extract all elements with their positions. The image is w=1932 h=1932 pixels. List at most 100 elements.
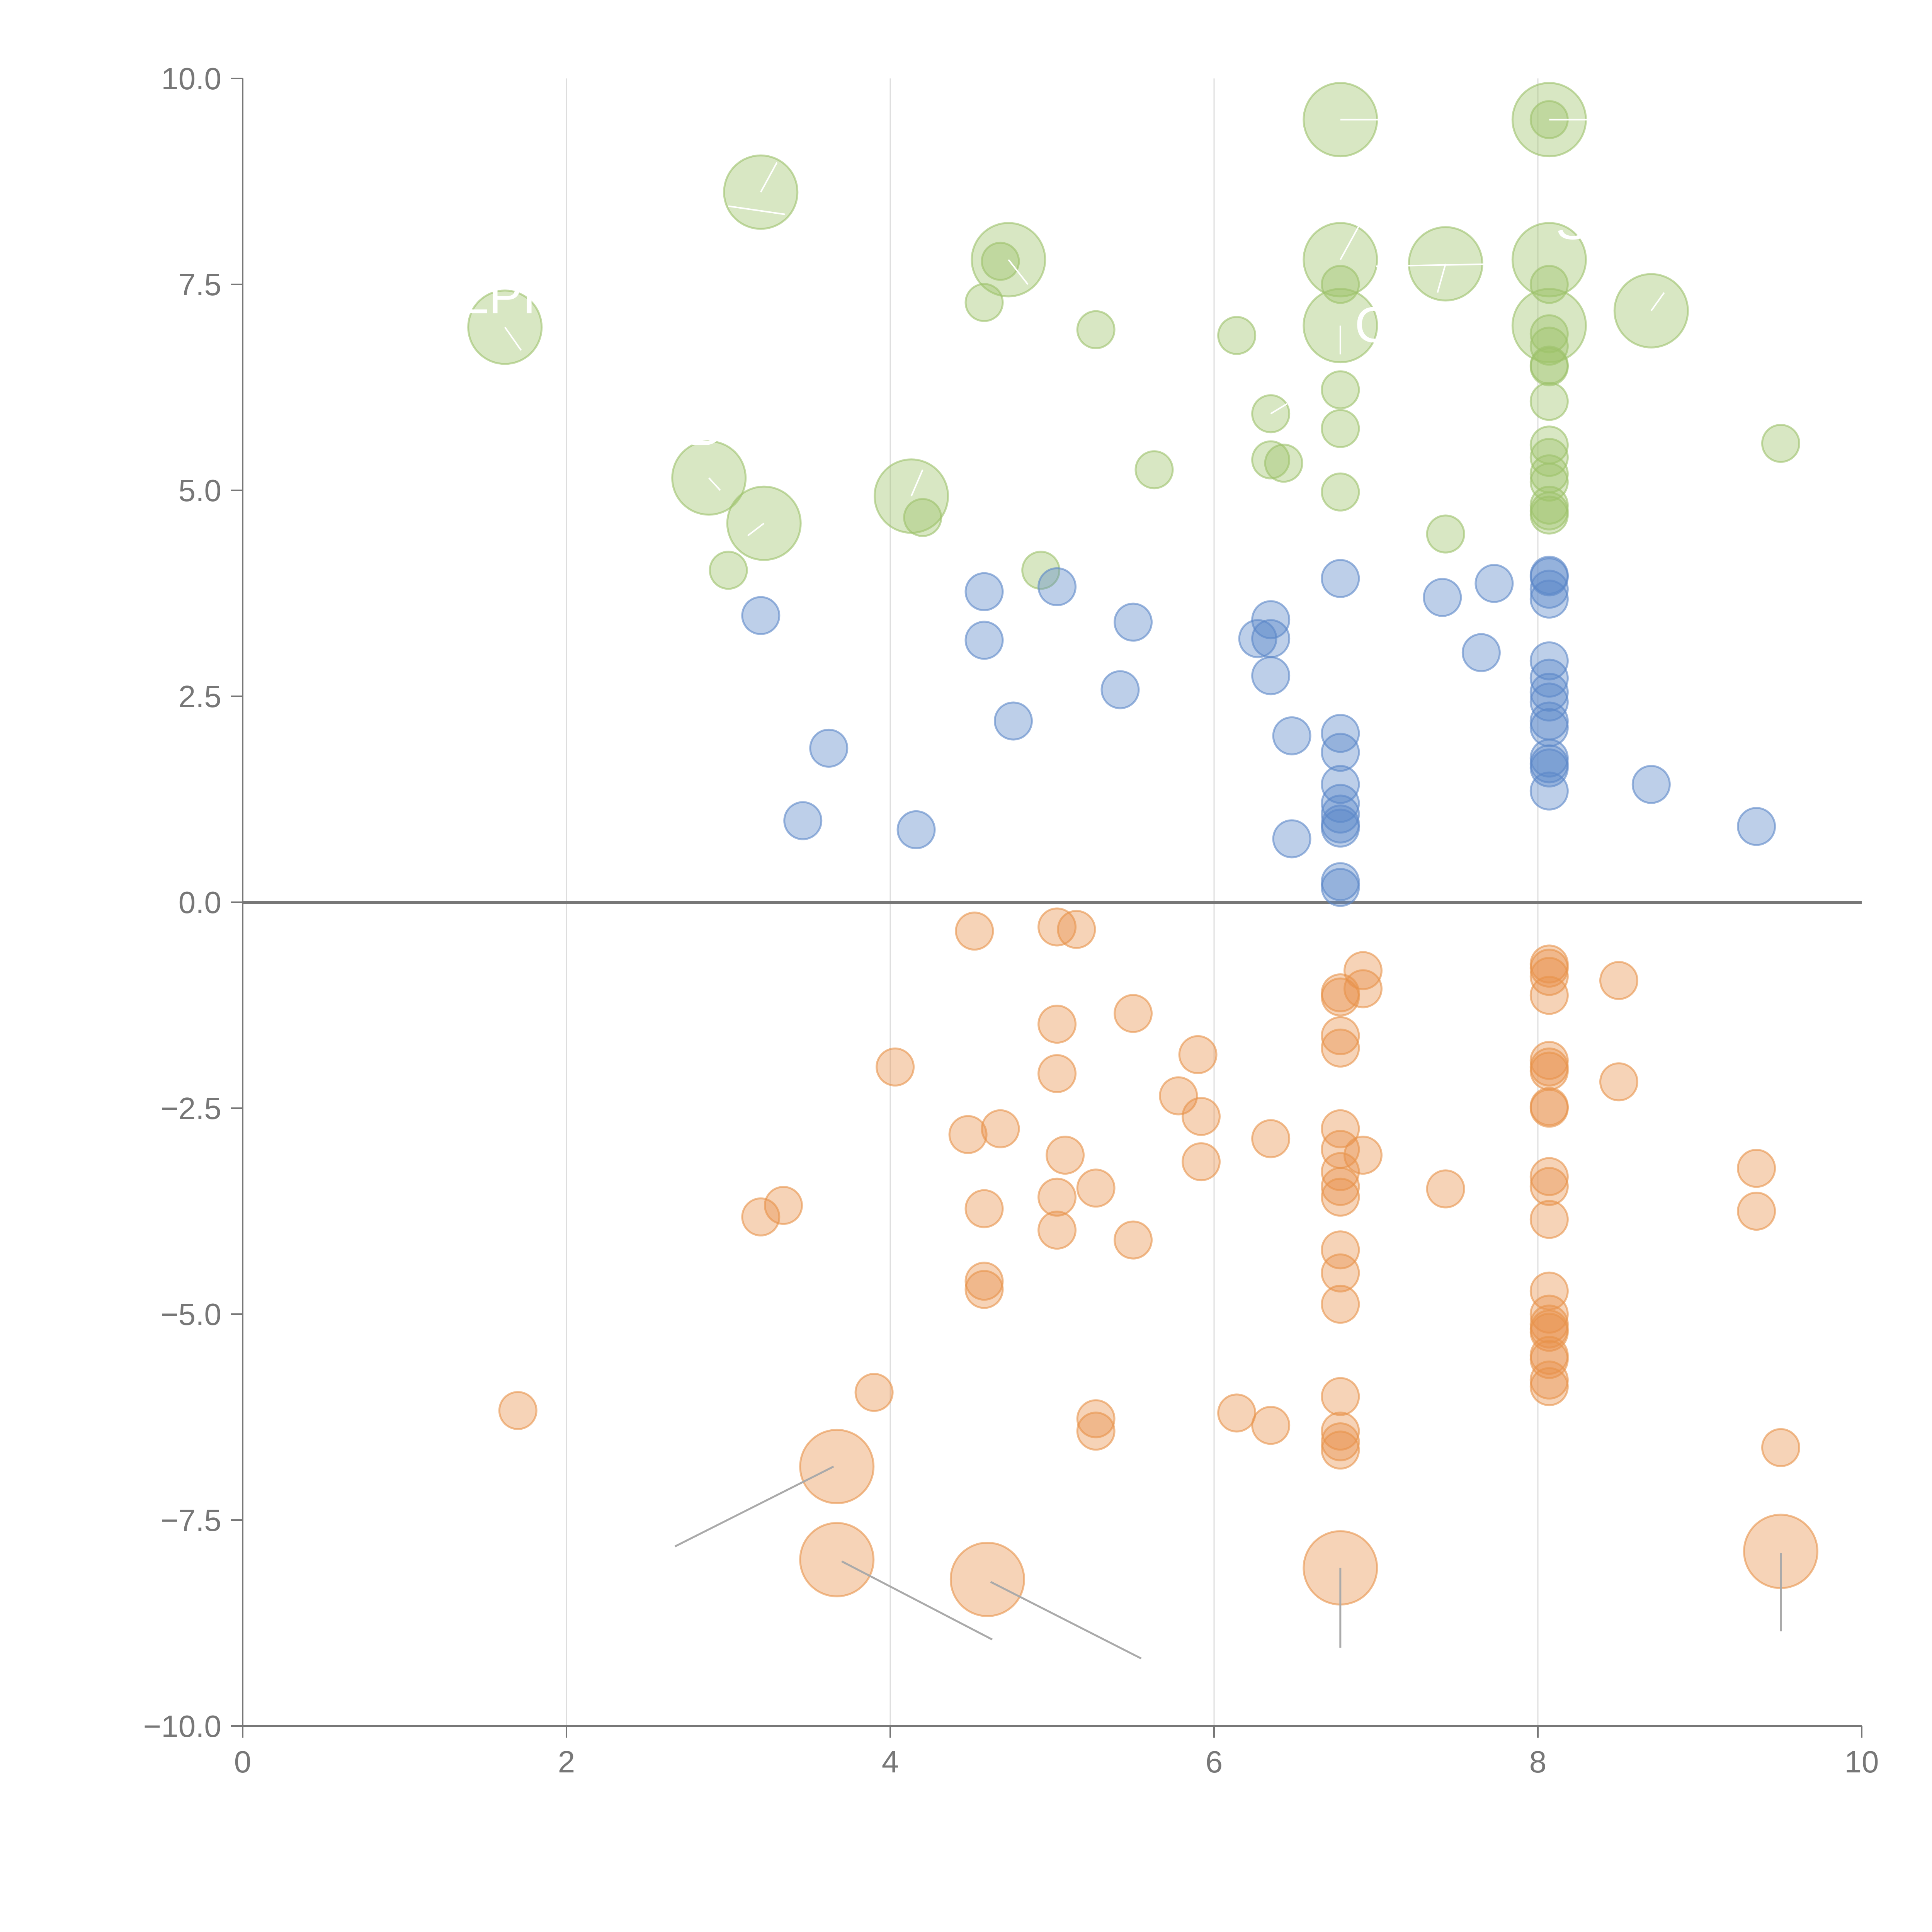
- green-point: [1529, 382, 1569, 421]
- orange-point: [948, 1115, 988, 1154]
- orange-point: [1321, 1109, 1360, 1148]
- orange-point: [1321, 1430, 1360, 1470]
- orange-point: [1251, 1406, 1291, 1445]
- orange-point: [1114, 1220, 1153, 1260]
- x-tick-label: 0: [234, 1745, 252, 1779]
- leader-line: [1437, 264, 1447, 293]
- x-tick-label: 10: [1845, 1745, 1879, 1779]
- orange-point: [1181, 1097, 1221, 1136]
- orange-point: [1737, 1192, 1776, 1231]
- blue-point: [1529, 557, 1569, 597]
- orange-point: [1529, 1367, 1569, 1406]
- x-tick-label: 4: [882, 1745, 899, 1779]
- blue-point: [1475, 564, 1514, 603]
- green-point: [1529, 495, 1569, 535]
- x-tick-label: 2: [558, 1745, 575, 1779]
- orange-point: [1321, 1167, 1360, 1206]
- blue-point: [1423, 578, 1462, 617]
- green-point: [1251, 440, 1291, 480]
- orange-point: [1529, 1088, 1569, 1128]
- blue-point: [1529, 570, 1569, 609]
- y-tick-label: 10.0: [161, 61, 221, 96]
- green-point: [1529, 314, 1569, 354]
- annotation-label: C: [1355, 296, 1391, 353]
- leader-line: [760, 162, 778, 193]
- orange-point: [1343, 1136, 1383, 1175]
- orange-point: [1076, 1412, 1116, 1451]
- green-point: [1529, 463, 1569, 502]
- orange-point: [955, 912, 994, 951]
- orange-point: [1321, 1230, 1360, 1270]
- y-tick-label: −5.0: [160, 1297, 221, 1332]
- orange-point: [1761, 1428, 1800, 1467]
- green-point: [1134, 450, 1174, 490]
- annotation-label: Su: [1556, 194, 1617, 250]
- y-tick-label: 5.0: [179, 473, 221, 508]
- y-tick-label: −2.5: [160, 1091, 221, 1126]
- orange-point: [1321, 1016, 1360, 1055]
- orange-point: [1529, 976, 1569, 1015]
- blue-point: [896, 810, 936, 849]
- green-point: [1264, 444, 1303, 483]
- blue-point: [741, 596, 781, 635]
- blue-point: [1251, 619, 1291, 658]
- blue-point: [1238, 619, 1277, 658]
- green-point: [903, 498, 942, 537]
- orange-point: [1321, 1253, 1360, 1293]
- green-point: [1321, 265, 1360, 304]
- leader-line: [1270, 403, 1287, 415]
- blue-point: [783, 801, 823, 840]
- x-tick-label: 8: [1529, 1745, 1547, 1779]
- y-tick-label: 2.5: [179, 679, 221, 714]
- green-point: [709, 551, 748, 590]
- annotation-label: Do: [688, 400, 752, 456]
- orange-point: [1076, 1168, 1116, 1208]
- blue-point: [1529, 641, 1569, 680]
- orange-point: [1321, 1377, 1360, 1416]
- leader-lines: [504, 119, 1782, 1660]
- y-tick-label: −10.0: [143, 1709, 221, 1743]
- orange-point: [764, 1186, 803, 1225]
- orange-point: [1321, 1028, 1360, 1068]
- leader-line: [504, 327, 522, 351]
- annotation-label: LPI: [461, 268, 536, 324]
- orange-point: [949, 1542, 1025, 1617]
- blue-point: [1529, 658, 1569, 698]
- leader-line: [1008, 259, 1029, 285]
- orange-point: [1321, 1177, 1360, 1217]
- orange-point: [1529, 1051, 1569, 1091]
- blue-point: [1461, 633, 1501, 672]
- orange-point: [1529, 949, 1569, 988]
- orange-point: [1076, 1399, 1116, 1439]
- orange-point: [1599, 961, 1638, 1000]
- orange-point: [1178, 1035, 1218, 1074]
- leader-line: [1376, 263, 1506, 267]
- green-point: [1529, 265, 1569, 304]
- green-point: [1321, 409, 1360, 448]
- orange-point: [1251, 1119, 1291, 1158]
- orange-point: [799, 1522, 875, 1597]
- green-point: [726, 485, 802, 561]
- green-point: [964, 283, 1004, 322]
- blue-point: [1529, 771, 1569, 811]
- green-point: [1021, 551, 1061, 590]
- blue-point: [964, 572, 1004, 611]
- orange-point: [741, 1197, 781, 1236]
- green-point: [1217, 316, 1257, 355]
- blue-point: [1321, 733, 1360, 772]
- orange-point: [1217, 1393, 1257, 1433]
- blue-point: [809, 728, 849, 768]
- orange-point: [1037, 1177, 1077, 1217]
- orange-point: [1037, 1054, 1077, 1093]
- data-points: [467, 82, 1818, 1617]
- y-tick-label: 0.0: [179, 885, 221, 920]
- orange-point: [1529, 1313, 1569, 1352]
- green-point: [1426, 514, 1465, 554]
- leader-line: [910, 469, 923, 497]
- orange-point: [1529, 1340, 1569, 1379]
- orange-point: [854, 1373, 894, 1412]
- blue-point: [1272, 819, 1311, 859]
- orange-point: [1529, 1157, 1569, 1196]
- axes: 10.0 7.5 5.0 2.5 0.0 −2.5 −5.0 −7.5 −10.0 0 2 4 6 8 10: [143, 61, 1879, 1779]
